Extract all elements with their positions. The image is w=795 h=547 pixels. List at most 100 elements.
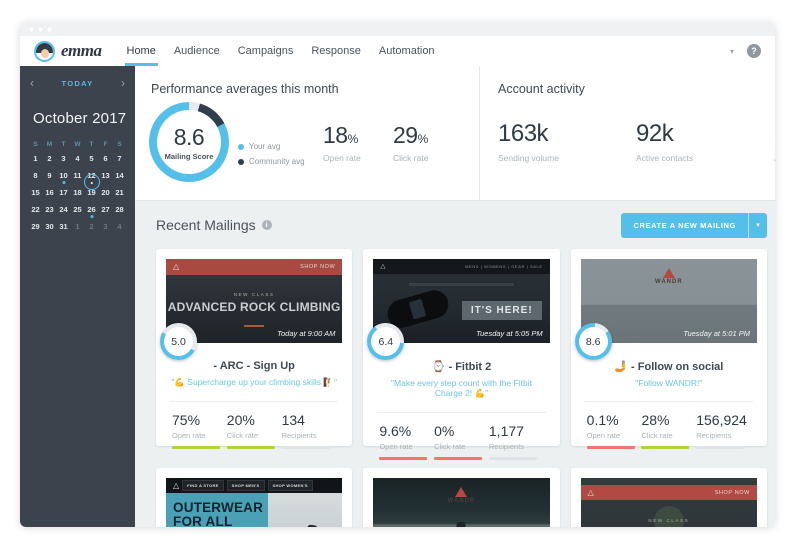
calendar-month-title: October 2017: [33, 110, 127, 127]
calendar-day[interactable]: 18: [73, 188, 82, 197]
thumb-headline: OUTERWEAR FOR ALL: [173, 500, 264, 527]
calendar-today-button[interactable]: TODAY: [61, 78, 94, 88]
calendar-day[interactable]: 16: [45, 188, 54, 197]
recent-mailings-title: Recent Mailings: [156, 217, 256, 233]
calendar-day[interactable]: 2: [89, 222, 94, 231]
calendar-day-header: T: [61, 141, 66, 148]
mailing-card-fitbit[interactable]: △ MENS | WOMENS | GEAR | SALE IT'S HERE!…: [363, 249, 560, 460]
dashboard-main: Performance averages this month 8.6 Mail…: [135, 66, 775, 527]
calendar-day[interactable]: 4: [117, 222, 122, 231]
calendar-day[interactable]: 29: [31, 222, 40, 231]
calendar-day[interactable]: 13: [101, 171, 110, 180]
calendar-day[interactable]: 23: [45, 205, 54, 214]
calendar-day[interactable]: 6: [103, 154, 108, 163]
create-mailing-caret-icon[interactable]: ▾: [748, 212, 767, 238]
calendar-next-icon[interactable]: ›: [121, 76, 125, 90]
calendar-day[interactable]: 4: [75, 154, 80, 163]
calendar-day[interactable]: 1: [33, 154, 38, 163]
calendar-day[interactable]: 2: [47, 154, 52, 163]
window-control-icon[interactable]: [47, 26, 52, 32]
gauge-legend: Your avg Community avg: [238, 142, 305, 172]
calendar-day[interactable]: 3: [103, 222, 108, 231]
calendar-day[interactable]: 12: [85, 170, 99, 187]
active-contacts-value: 92k: [636, 120, 674, 147]
community-avg-dot-icon: [238, 158, 244, 165]
calendar-prev-icon[interactable]: ‹: [30, 76, 34, 90]
calendar-day[interactable]: 9: [47, 171, 52, 180]
shop-now-label: SHOP NOW: [714, 489, 750, 496]
calendar-day[interactable]: 25: [73, 205, 82, 214]
account-activity-title: Account activity: [498, 82, 585, 96]
nav-right-controls: ▾ ?: [730, 36, 761, 66]
mailing-card-follow-social[interactable]: WANDR Tuesday at 5:01 PM 8.6 🤳 - Follow …: [570, 249, 767, 449]
thumb-menu-item: SHOP MEN'S: [226, 480, 265, 491]
nav-tab-home[interactable]: Home: [118, 36, 165, 66]
nav-tab-audience[interactable]: Audience: [173, 45, 220, 57]
window-control-icon[interactable]: [29, 26, 34, 32]
calendar-day[interactable]: 30: [45, 222, 54, 231]
account-dropdown-caret-icon[interactable]: ▾: [729, 46, 734, 56]
wandr-brand-name: WANDR: [654, 279, 683, 285]
calendar-day[interactable]: 20: [101, 188, 110, 197]
info-icon[interactable]: i: [261, 220, 272, 230]
click-rate-stat: 0% Click rate: [434, 423, 489, 460]
calendar-day[interactable]: 11: [73, 171, 82, 180]
mailing-card-new-class[interactable]: △ SHOP NOW NEW CLASS: [570, 468, 767, 527]
emma-logo[interactable]: emma: [34, 40, 102, 62]
mailing-thumbnail: WANDR Tuesday at 5:01 PM: [580, 259, 757, 343]
mailing-title[interactable]: - ARC - Sign Up: [213, 360, 295, 372]
click-rate-stat: 20% Click rate: [226, 412, 282, 449]
nav-tab-response[interactable]: Response: [311, 45, 361, 57]
thumb-menu: MENS | WOMENS | GEAR | SALE: [465, 264, 543, 269]
calendar-day[interactable]: 27: [101, 205, 110, 214]
recipients-bar: [488, 457, 537, 460]
sending-volume-label: Sending volume: [498, 153, 559, 163]
mailing-subject: "💪 Supercharge up your climbing skills 🧗…: [171, 377, 337, 387]
calendar-day[interactable]: 19: [87, 188, 96, 197]
mailing-score-badge: 6.4: [367, 323, 405, 360]
mailing-card-outerwear[interactable]: △ FIND A STORE SHOP MEN'S SHOP WOMEN'S O…: [156, 468, 353, 527]
open-rate-stat: 18% Open rate: [323, 122, 361, 163]
create-new-mailing-button[interactable]: CREATE A NEW MAILING ▾: [621, 212, 767, 238]
mailing-score-badge: 8.6: [574, 323, 612, 360]
window-control-icon[interactable]: [38, 26, 43, 32]
nav-tab-campaigns[interactable]: Campaigns: [237, 45, 294, 57]
mailing-card-wandr-forest[interactable]: WANDR: [363, 468, 560, 527]
calendar-day[interactable]: 31: [59, 222, 68, 231]
calendar-day[interactable]: 17: [59, 188, 68, 197]
mailing-subject: "Follow WANDR!": [635, 378, 703, 388]
nav-tab-automation[interactable]: Automation: [378, 45, 435, 57]
your-avg-dot-icon: [238, 143, 244, 150]
calendar-day[interactable]: 26: [85, 204, 99, 221]
calendar-day[interactable]: 8: [33, 171, 38, 180]
sending-volume-stat: 163k Sending volume: [498, 120, 636, 163]
mailing-title[interactable]: ⌚ - Fitbit 2: [431, 361, 492, 373]
calendar-day[interactable]: 14: [115, 171, 124, 180]
calendar-days-grid: 1 2 3 4 5 6 7 8 9 10 11 12 13 14 15 16 17 18 19 20 21 22 23 24 2…: [20, 153, 135, 238]
mailing-title[interactable]: 🤳 - Follow on social: [614, 361, 724, 373]
calendar-day[interactable]: 24: [59, 205, 68, 214]
mailing-score-badge: 5.0: [160, 323, 197, 360]
recent-mailings-grid-row2: △ FIND A STORE SHOP MEN'S SHOP WOMEN'S O…: [135, 468, 775, 527]
calendar-day[interactable]: 22: [31, 205, 40, 214]
calendar-day[interactable]: 1: [75, 222, 80, 231]
calendar-day[interactable]: 7: [117, 154, 122, 163]
thumb-menu-item: SHOP WOMEN'S: [267, 480, 313, 491]
mailing-score-gauge: 8.6 Mailing Score: [149, 102, 229, 182]
calendar-day[interactable]: 10: [57, 170, 71, 187]
calendar-day-header: S: [33, 141, 38, 148]
fitbit-band-image: [384, 286, 452, 332]
person-image: [456, 522, 466, 527]
calendar-day[interactable]: 28: [115, 205, 124, 214]
recipients-stat: 156,924 Recipients: [696, 412, 751, 449]
calendar-day[interactable]: 3: [61, 154, 66, 163]
calendar-day[interactable]: 21: [115, 188, 124, 197]
calendar-day[interactable]: 15: [31, 188, 40, 197]
calendar-day[interactable]: 5: [89, 154, 94, 163]
mailing-score-value: 8.6: [173, 123, 205, 150]
mailing-card-arc-signup[interactable]: △ SHOP NOW NEW CLASS ADVANCED ROCK CLIMB…: [156, 249, 353, 449]
help-icon[interactable]: ?: [747, 44, 761, 58]
open-rate-stat: 75% Open rate: [172, 412, 227, 449]
calendar-nav: ‹ TODAY ›: [30, 76, 125, 90]
